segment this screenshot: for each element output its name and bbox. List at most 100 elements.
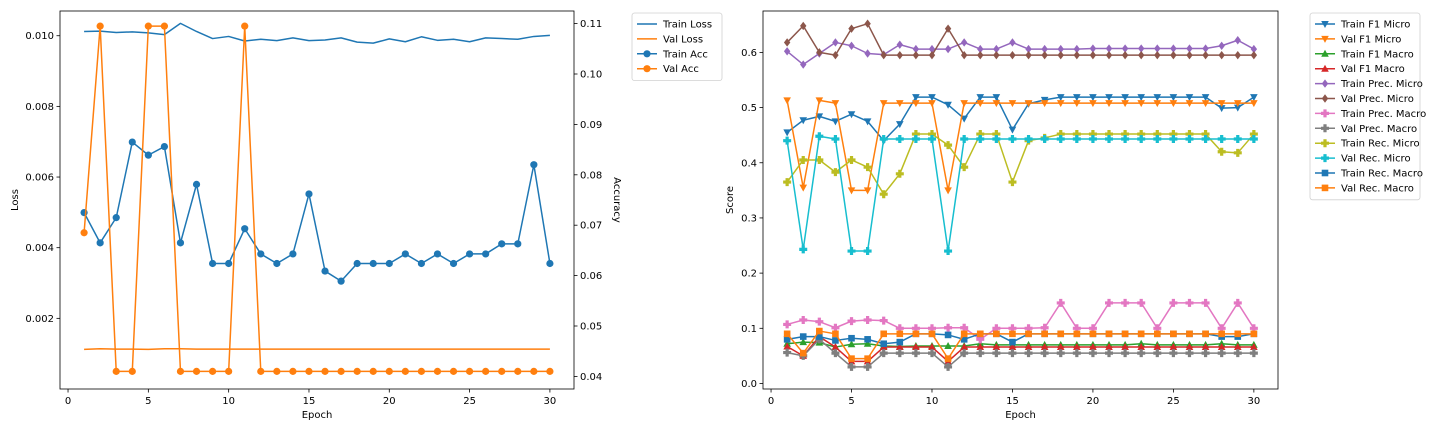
val-prec-micro-point <box>993 50 1000 60</box>
train-prec-micro-point <box>1234 36 1241 45</box>
x-tick-label: 30 <box>1247 396 1260 407</box>
y-tick-label: 0.1 <box>741 324 757 335</box>
train-rec-micro-point <box>879 190 888 199</box>
train-rec-micro-point <box>1249 130 1258 139</box>
val-f1-micro-point <box>1169 100 1178 108</box>
train-acc-point <box>128 138 136 146</box>
train-acc-point <box>241 225 249 233</box>
val-rec-macro-point <box>1137 330 1145 338</box>
val-f1-micro-point <box>1089 100 1097 108</box>
train-prec-micro-series <box>783 36 1258 69</box>
val-rec-macro-point <box>1009 330 1016 338</box>
y-tick-label: 0.006 <box>25 173 54 184</box>
train-f1-micro-series <box>783 94 1258 145</box>
val-prec-macro-point <box>1201 349 1210 358</box>
train-prec-micro-point <box>1250 44 1258 54</box>
train-rec-macro-point <box>783 336 791 343</box>
val-f1-micro-point <box>1024 100 1033 108</box>
train-rec-micro-point <box>1201 130 1210 139</box>
train-rec-macro-point <box>880 340 888 348</box>
val-rec-macro-point <box>1121 330 1129 338</box>
val-rec-macro-point <box>1041 330 1048 338</box>
val-rec-micro-point <box>1040 135 1049 144</box>
val-prec-macro-point <box>1249 349 1258 358</box>
legend-swatch-marker <box>643 65 651 73</box>
val-f1-macro-point <box>1250 343 1258 351</box>
val-acc-point <box>176 367 185 375</box>
train-acc-point <box>208 259 217 268</box>
x-axis-label: Epoch <box>1005 410 1036 421</box>
val-f1-micro-point <box>879 100 888 108</box>
train-f1-micro-point <box>912 94 920 102</box>
val-f1-micro-point <box>1233 100 1242 108</box>
legend-item-val-rec-micro: Val Rec. Micro <box>1315 154 1411 165</box>
legend-label: Train F1 Macro <box>1340 49 1414 60</box>
train-rec-macro-point <box>896 338 904 346</box>
val-f1-micro-series <box>783 97 1258 195</box>
train-rec-micro-point <box>944 141 953 150</box>
val-rec-macro-point <box>832 330 839 338</box>
x-tick-label: 5 <box>145 396 151 407</box>
train-prec-macro-point <box>863 316 872 325</box>
train-rec-macro-point <box>960 336 968 343</box>
train-prec-micro-point <box>1009 38 1016 47</box>
val-prec-macro-point <box>1217 349 1226 358</box>
y2-tick-label: 0.09 <box>580 120 602 131</box>
val-acc-series <box>80 22 554 375</box>
val-rec-micro-point <box>1217 135 1226 144</box>
val-prec-macro-point <box>1105 349 1114 358</box>
train-acc-point <box>465 250 474 258</box>
train-rec-micro-point <box>1056 130 1065 139</box>
val-prec-micro-point <box>1041 50 1048 60</box>
train-acc-point <box>353 259 361 268</box>
val-rec-macro-point <box>928 330 936 338</box>
val-loss-line <box>84 347 550 351</box>
train-prec-macro-point <box>879 316 888 325</box>
train-acc-point <box>257 250 265 258</box>
val-rec-micro-point <box>1121 135 1130 144</box>
val-f1-micro-point <box>1185 100 1194 108</box>
val-acc-point <box>417 367 426 375</box>
train-rec-micro-point <box>895 169 904 178</box>
x-tick-label: 25 <box>463 396 476 407</box>
legend-label: Val F1 Micro <box>1341 34 1401 45</box>
val-prec-micro-point <box>1202 50 1209 60</box>
legend-swatch-marker <box>1321 184 1329 192</box>
val-prec-micro-point <box>944 24 952 33</box>
x-tick-label: 10 <box>222 396 235 407</box>
x-tick-label: 0 <box>768 396 774 407</box>
train-f1-micro-point <box>1217 105 1226 113</box>
train-acc-point <box>160 142 169 151</box>
val-prec-micro-point <box>1089 50 1097 60</box>
val-prec-micro-point <box>880 50 887 60</box>
train-prec-macro-point <box>927 324 936 333</box>
y-tick-label: 0.4 <box>741 158 757 169</box>
legend-item-train-rec-macro: Train Rec. Macro <box>1315 169 1423 180</box>
train-prec-macro-point <box>1072 324 1081 333</box>
series-layer <box>783 19 1258 371</box>
val-prec-micro-point <box>1186 50 1193 60</box>
legend-item-val-acc: Val Acc <box>637 64 699 75</box>
legend-swatch-marker <box>1321 139 1329 148</box>
train-prec-micro-point <box>1025 44 1032 54</box>
y2-tick-label: 0.10 <box>580 70 602 81</box>
train-prec-micro-point <box>832 38 839 47</box>
val-acc-point <box>96 22 104 30</box>
train-f1-macro-line <box>787 341 1254 348</box>
train-prec-micro-point <box>1186 44 1193 53</box>
train-acc-point <box>144 151 152 159</box>
val-f1-macro-point <box>1056 343 1065 351</box>
val-prec-micro-point <box>848 24 855 33</box>
val-acc-point <box>465 367 474 375</box>
val-prec-micro-point <box>977 50 984 60</box>
val-f1-micro-point <box>992 100 1001 108</box>
train-prec-macro-point <box>799 316 808 325</box>
train-prec-macro-point <box>976 335 985 344</box>
y-tick-label: 0.002 <box>25 314 54 325</box>
y-tick-label: 0.2 <box>741 269 757 280</box>
val-rec-micro-point <box>895 135 904 144</box>
val-rec-macro-point <box>864 355 871 362</box>
legend-item-train-loss: Train Loss <box>637 20 712 31</box>
train-prec-micro-point <box>944 44 952 54</box>
val-rec-macro-point <box>1186 330 1193 338</box>
